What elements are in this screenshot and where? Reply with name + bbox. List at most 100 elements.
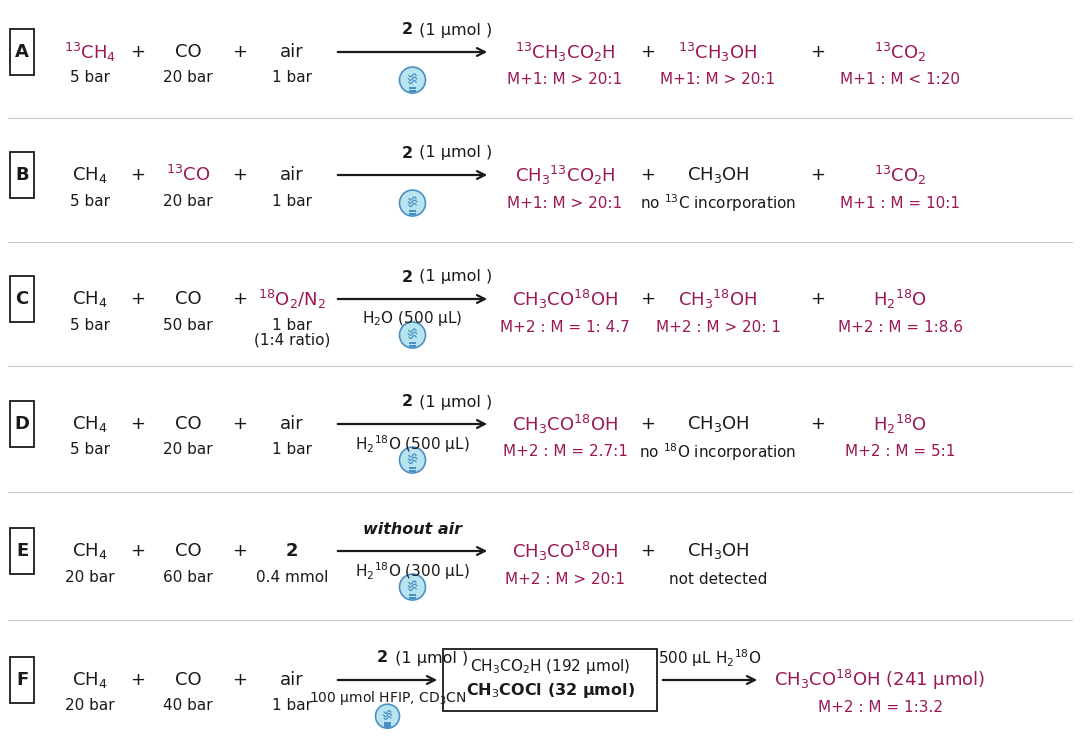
Text: +: + xyxy=(131,415,146,433)
Text: CH$_4$: CH$_4$ xyxy=(72,165,108,185)
Text: air: air xyxy=(280,671,303,689)
FancyBboxPatch shape xyxy=(10,401,33,447)
Circle shape xyxy=(400,322,426,348)
Text: CO: CO xyxy=(175,671,201,689)
Text: not detected: not detected xyxy=(669,572,767,586)
Text: air: air xyxy=(280,166,303,184)
Text: no $^{13}$C incorporation: no $^{13}$C incorporation xyxy=(640,192,796,214)
Text: (1 μmol ): (1 μmol ) xyxy=(415,394,492,410)
Text: +: + xyxy=(131,542,146,560)
Text: C: C xyxy=(15,290,29,308)
Text: 20 bar: 20 bar xyxy=(163,194,213,208)
Circle shape xyxy=(400,447,426,473)
Text: CH$_3$COCl (32 μmol): CH$_3$COCl (32 μmol) xyxy=(465,680,634,700)
Text: $^{13}$CH$_3$OH: $^{13}$CH$_3$OH xyxy=(678,40,758,64)
Text: $^{13}$CO$_2$: $^{13}$CO$_2$ xyxy=(874,40,927,64)
Text: 2: 2 xyxy=(402,394,413,410)
FancyBboxPatch shape xyxy=(10,152,33,198)
Text: 500 μL H$_2$$^{18}$O: 500 μL H$_2$$^{18}$O xyxy=(659,647,761,669)
FancyBboxPatch shape xyxy=(409,90,416,92)
Text: 2: 2 xyxy=(286,542,298,560)
Text: CH$_3$CO$^{18}$OH: CH$_3$CO$^{18}$OH xyxy=(512,539,618,562)
Text: $^{13}$CO$_2$: $^{13}$CO$_2$ xyxy=(874,164,927,187)
Text: +: + xyxy=(232,43,247,61)
Text: M+2 : M = ​2.7:1: M+2 : M = ​2.7:1 xyxy=(502,445,627,460)
Text: CO: CO xyxy=(175,415,201,433)
Text: +: + xyxy=(131,290,146,308)
Text: +: + xyxy=(131,43,146,61)
Text: M+1 : M = ​10:1: M+1 : M = ​10:1 xyxy=(840,196,960,211)
Text: CH$_3$CO$_2$H (192 μmol): CH$_3$CO$_2$H (192 μmol) xyxy=(470,656,630,676)
Text: (1 μmol ): (1 μmol ) xyxy=(415,22,492,38)
Text: +: + xyxy=(232,290,247,308)
Text: A: A xyxy=(15,43,29,61)
Text: 40 bar: 40 bar xyxy=(163,698,213,713)
Text: +: + xyxy=(810,43,825,61)
Text: CH$_4$: CH$_4$ xyxy=(72,541,108,561)
Text: CH$_3$CO$^{18}$OH: CH$_3$CO$^{18}$OH xyxy=(512,287,618,310)
Text: 1 bar: 1 bar xyxy=(272,698,312,713)
Text: H$_2$O (500 μL): H$_2$O (500 μL) xyxy=(362,310,462,328)
Text: CH$_4$: CH$_4$ xyxy=(72,289,108,309)
Text: +: + xyxy=(640,166,656,184)
Text: +: + xyxy=(810,415,825,433)
Text: air: air xyxy=(280,415,303,433)
Text: 1 bar: 1 bar xyxy=(272,194,312,208)
Text: air: air xyxy=(280,43,303,61)
Text: F: F xyxy=(16,671,28,689)
Text: CH$_3$$^{13}$CO$_2$H: CH$_3$$^{13}$CO$_2$H xyxy=(515,164,616,187)
Text: 1 bar: 1 bar xyxy=(272,442,312,458)
Text: CH$_3$OH: CH$_3$OH xyxy=(687,414,750,434)
Text: M+2 : M > ​20: 1: M+2 : M > ​20: 1 xyxy=(656,320,781,334)
FancyBboxPatch shape xyxy=(409,341,416,344)
Text: (1 μmol ): (1 μmol ) xyxy=(415,146,492,160)
Text: 1 bar: 1 bar xyxy=(272,317,312,332)
FancyBboxPatch shape xyxy=(384,722,391,724)
FancyBboxPatch shape xyxy=(409,593,416,596)
Text: no $^{18}$O incorporation: no $^{18}$O incorporation xyxy=(639,441,797,463)
Text: H$_2$$^{18}$O: H$_2$$^{18}$O xyxy=(873,413,927,436)
Text: 20 bar: 20 bar xyxy=(65,569,114,584)
Text: +: + xyxy=(810,290,825,308)
Text: 5 bar: 5 bar xyxy=(70,194,110,208)
Text: 1 bar: 1 bar xyxy=(272,70,312,86)
Text: +: + xyxy=(640,290,656,308)
Text: H$_2$$^{18}$O (500 μL): H$_2$$^{18}$O (500 μL) xyxy=(355,433,470,454)
Text: (1 μmol ): (1 μmol ) xyxy=(415,269,492,284)
Text: +: + xyxy=(640,43,656,61)
Text: 20 bar: 20 bar xyxy=(163,70,213,86)
Circle shape xyxy=(376,704,400,728)
FancyBboxPatch shape xyxy=(409,470,416,472)
Text: $^{18}$O$_2$/N$_2$: $^{18}$O$_2$/N$_2$ xyxy=(258,287,326,310)
Text: 20 bar: 20 bar xyxy=(163,442,213,458)
Text: M+1: M > ​20:1: M+1: M > ​20:1 xyxy=(661,73,775,88)
Text: +: + xyxy=(232,542,247,560)
Text: M+1: M > ​20:1: M+1: M > ​20:1 xyxy=(508,73,622,88)
Text: +: + xyxy=(640,542,656,560)
Text: +: + xyxy=(232,415,247,433)
Text: CH$_3$OH: CH$_3$OH xyxy=(687,165,750,185)
Text: CH$_3$OH: CH$_3$OH xyxy=(687,541,750,561)
Text: E: E xyxy=(16,542,28,560)
Text: 5 bar: 5 bar xyxy=(70,70,110,86)
Text: M+2 : M > ​20:1: M+2 : M > ​20:1 xyxy=(505,572,625,586)
Text: H$_2$$^{18}$O (300 μL): H$_2$$^{18}$O (300 μL) xyxy=(355,560,470,582)
Text: CH$_3$$^{18}$OH: CH$_3$$^{18}$OH xyxy=(678,287,758,310)
Circle shape xyxy=(400,67,426,93)
Text: M+2 : M = ​1: 4.7: M+2 : M = ​1: 4.7 xyxy=(500,320,630,334)
Text: CH$_3$CO$^{18}$OH: CH$_3$CO$^{18}$OH xyxy=(512,413,618,436)
Text: $^{13}$CO: $^{13}$CO xyxy=(166,165,211,185)
Text: M+1: M > ​20:1: M+1: M > ​20:1 xyxy=(508,196,622,211)
Text: CO: CO xyxy=(175,542,201,560)
Text: 50 bar: 50 bar xyxy=(163,317,213,332)
Text: 100 μmol HFIP, CD$_3$CN: 100 μmol HFIP, CD$_3$CN xyxy=(309,689,467,707)
FancyBboxPatch shape xyxy=(409,345,416,347)
FancyBboxPatch shape xyxy=(409,466,416,470)
Text: CH$_3$CO$^{18}$OH (241 μmol): CH$_3$CO$^{18}$OH (241 μmol) xyxy=(774,668,986,692)
Text: $^{13}$CH$_3$CO$_2$H: $^{13}$CH$_3$CO$_2$H xyxy=(515,40,616,64)
Text: M+2 : M = 1:3.2: M+2 : M = 1:3.2 xyxy=(818,700,943,715)
Text: 20 bar: 20 bar xyxy=(65,698,114,713)
Text: +: + xyxy=(640,415,656,433)
Circle shape xyxy=(400,574,426,600)
Text: 2: 2 xyxy=(402,146,413,160)
